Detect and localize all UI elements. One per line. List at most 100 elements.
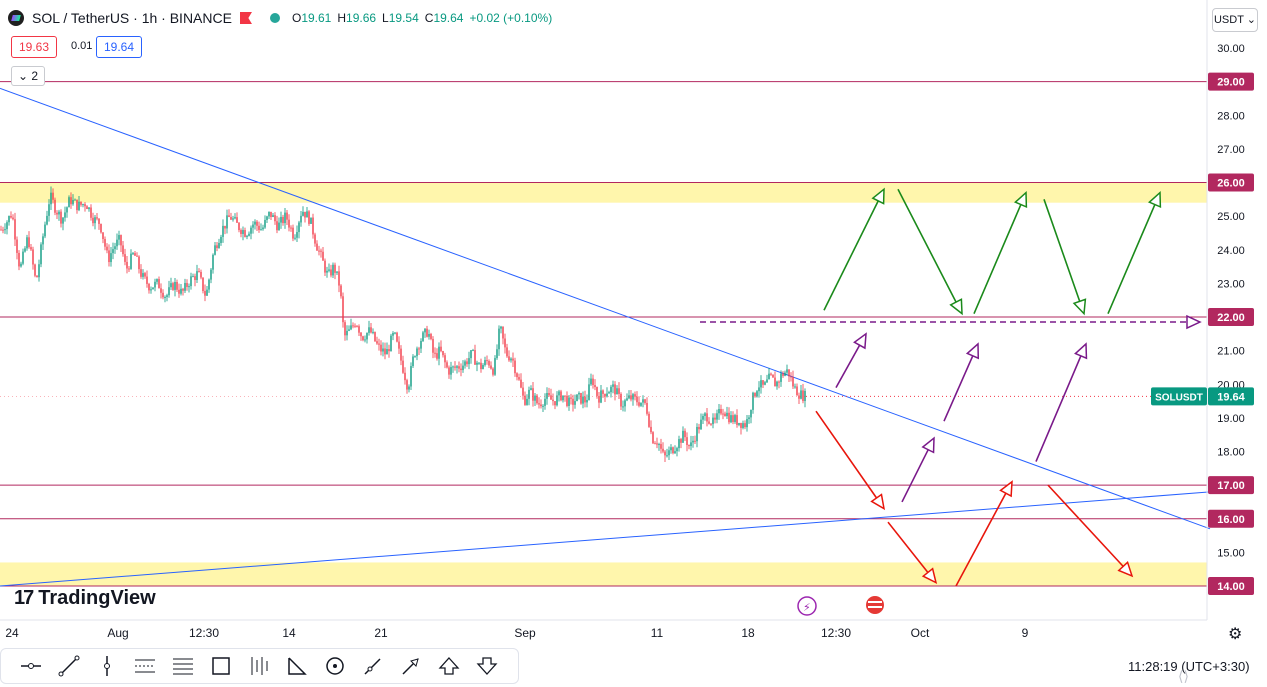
rectangle-tool-icon[interactable] bbox=[205, 652, 237, 680]
arrow-down-tool-icon[interactable] bbox=[471, 652, 503, 680]
candle-body bbox=[180, 288, 182, 294]
candle-body bbox=[190, 276, 192, 287]
candle-body bbox=[102, 232, 104, 240]
candle-body bbox=[528, 389, 530, 399]
candle-body bbox=[472, 350, 474, 352]
candle-body bbox=[270, 211, 272, 217]
candle-body bbox=[476, 362, 478, 365]
candle-body bbox=[100, 223, 102, 233]
flag-icon[interactable] bbox=[239, 12, 252, 24]
candle-body bbox=[698, 426, 700, 430]
candle-body bbox=[36, 275, 38, 278]
candle-body bbox=[186, 282, 188, 287]
candle-body bbox=[516, 373, 518, 378]
candle-body bbox=[708, 421, 710, 424]
candle-body bbox=[722, 413, 724, 415]
vertical-line-tool-icon[interactable] bbox=[91, 652, 123, 680]
candle-body bbox=[582, 396, 584, 404]
candle-body bbox=[336, 271, 338, 273]
candle-body bbox=[326, 270, 328, 273]
candle-body bbox=[28, 237, 30, 248]
parallel-channel-tool-icon[interactable] bbox=[129, 652, 161, 680]
candle-body bbox=[174, 282, 176, 290]
currency-select[interactable]: USDT ⌄ bbox=[1212, 8, 1258, 32]
events-lightning-icon[interactable] bbox=[797, 596, 817, 616]
candle-body bbox=[630, 395, 632, 400]
candle-body bbox=[398, 341, 400, 349]
gear-icon[interactable]: ⚙ bbox=[1228, 626, 1243, 643]
x-tick-label: 12:30 bbox=[189, 626, 219, 640]
candle-body bbox=[388, 349, 390, 352]
events-flag-icon[interactable] bbox=[866, 596, 884, 614]
candle-body bbox=[418, 348, 420, 350]
candle-body bbox=[504, 338, 506, 348]
candle-body bbox=[490, 365, 492, 369]
candle-body bbox=[80, 201, 82, 205]
candle-body bbox=[410, 366, 412, 387]
candle-body bbox=[678, 439, 680, 449]
candle-body bbox=[38, 264, 40, 278]
candle-body bbox=[104, 239, 106, 247]
candle-body bbox=[714, 417, 716, 420]
sell-button[interactable]: 19.63 bbox=[11, 36, 58, 58]
resize-handle-icon[interactable]: ⟨⟩ bbox=[1178, 668, 1189, 684]
green-arrow-head bbox=[1013, 190, 1028, 209]
market-status-icon[interactable] bbox=[269, 13, 280, 23]
candle-body bbox=[4, 229, 6, 231]
trend-line-tool-icon[interactable] bbox=[53, 652, 85, 680]
candle-body bbox=[720, 408, 722, 414]
y-tick-label: 18.00 bbox=[1217, 447, 1245, 459]
candle-body bbox=[638, 402, 640, 406]
candle-body bbox=[522, 387, 524, 396]
candle-body bbox=[704, 413, 706, 416]
candle-body bbox=[570, 397, 572, 399]
buy-button[interactable]: 19.64 bbox=[96, 36, 143, 58]
candle-body bbox=[664, 451, 666, 456]
candle-body bbox=[748, 417, 750, 420]
candle-body bbox=[380, 344, 382, 352]
candle-body bbox=[576, 394, 578, 402]
candle-body bbox=[220, 236, 222, 243]
candle-body bbox=[334, 264, 336, 273]
purple-scenario-arrow bbox=[1035, 355, 1082, 462]
candle-body bbox=[392, 332, 394, 336]
candle-body bbox=[610, 386, 612, 393]
purple-arrow-head bbox=[965, 342, 980, 360]
candle-body bbox=[212, 254, 214, 270]
candle-body bbox=[520, 379, 522, 388]
measure-tool-icon[interactable] bbox=[319, 652, 351, 680]
pattern-tool-icon[interactable] bbox=[281, 652, 313, 680]
arrow-tool-icon[interactable] bbox=[395, 652, 427, 680]
candle-body bbox=[262, 227, 264, 230]
candle-body bbox=[346, 330, 348, 336]
candle-body bbox=[290, 227, 292, 229]
candle-body bbox=[450, 367, 452, 375]
ohlc-values: O19.61 H19.66 L19.54 C19.64 +0.02 (+0.10… bbox=[291, 11, 553, 25]
candle-body bbox=[794, 386, 796, 388]
symbol-title[interactable]: SOL / TetherUS · 1h · BINANCE bbox=[32, 10, 232, 26]
candle-body bbox=[800, 390, 802, 399]
clock-timezone[interactable]: 11:28:19 (UTC+3:30) bbox=[1128, 659, 1250, 674]
candle-body bbox=[308, 211, 310, 224]
candle-body bbox=[560, 391, 562, 401]
brush-tool-icon[interactable] bbox=[357, 652, 389, 680]
purple-scenario-arrow bbox=[943, 355, 974, 422]
support-resistance-zone bbox=[0, 182, 1207, 203]
candle-body bbox=[550, 395, 552, 400]
candle-body bbox=[602, 390, 604, 394]
long-position-tool-icon[interactable] bbox=[243, 652, 275, 680]
y-tick-label: 15.00 bbox=[1217, 547, 1245, 559]
indicators-toggle[interactable]: ⌄ 2 bbox=[11, 66, 46, 86]
candle-body bbox=[156, 279, 158, 282]
arrow-up-tool-icon[interactable] bbox=[433, 652, 465, 680]
candle-body bbox=[590, 378, 592, 385]
candle-body bbox=[526, 398, 528, 405]
fib-retracement-tool-icon[interactable] bbox=[167, 652, 199, 680]
red-arrow-head bbox=[921, 567, 938, 585]
tradingview-logo[interactable]: 17 TradingView bbox=[14, 587, 156, 609]
green-arrow-head bbox=[871, 187, 885, 205]
horizontal-ray-tool-icon[interactable] bbox=[15, 652, 47, 680]
candle-body bbox=[744, 423, 746, 428]
candle-body bbox=[128, 268, 130, 270]
